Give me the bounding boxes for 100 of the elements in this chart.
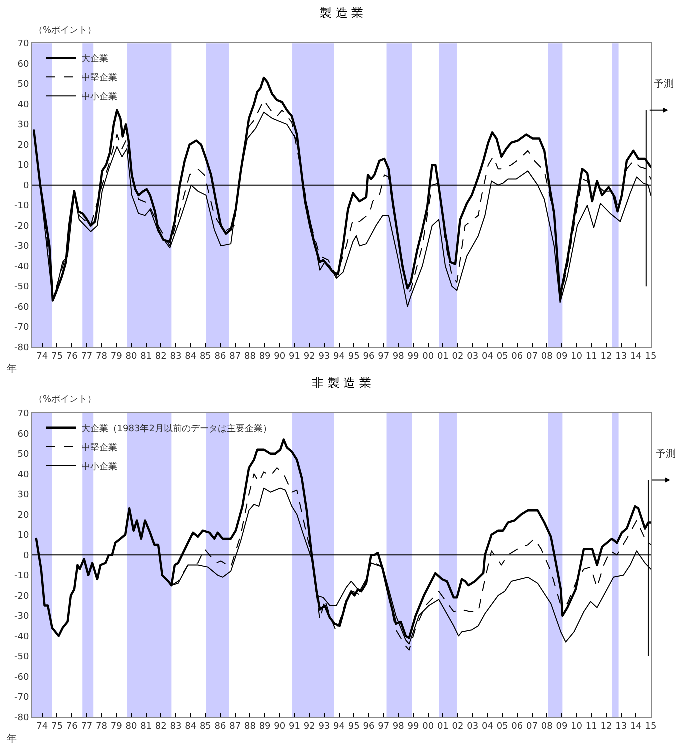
- x-tick-label: 04: [482, 722, 494, 732]
- x-tick-label: 98: [392, 352, 405, 362]
- x-tick-label: 94: [334, 352, 346, 362]
- x-tick-label: 85: [200, 722, 212, 732]
- x-tick-label: 83: [170, 352, 182, 362]
- legend-label: 中小企業: [81, 92, 118, 103]
- x-tick-label: 10: [571, 352, 583, 362]
- x-tick-label: 10: [571, 722, 583, 732]
- legend-label: 中堅企業: [81, 442, 118, 454]
- x-tick-label: 03: [467, 722, 479, 732]
- y-tick-label: 20: [18, 510, 30, 521]
- y-tick-label: 40: [18, 470, 30, 480]
- x-tick-label: 91: [289, 352, 300, 362]
- x-tick-label: 97: [378, 722, 390, 732]
- x-tick-label: 00: [422, 352, 434, 362]
- x-tick-label: 06: [512, 352, 524, 362]
- y-tick-label: 60: [18, 60, 30, 70]
- x-tick-label: 76: [66, 722, 78, 732]
- x-tick-label: 14: [630, 722, 642, 732]
- y-tick-label: -50: [14, 652, 30, 663]
- y-tick-label: -60: [14, 302, 30, 313]
- x-tick-label: 84: [185, 722, 197, 732]
- x-tick-label: 80: [126, 352, 138, 362]
- y-tick-label: -10: [14, 202, 30, 212]
- x-tick-label: 09: [556, 722, 568, 732]
- y-tick-label: -20: [14, 592, 30, 602]
- x-tick-label: 08: [541, 722, 554, 732]
- x-tick-label: 07: [526, 352, 538, 362]
- y-tick-label: -70: [14, 323, 30, 334]
- y-tick-label: 0: [23, 551, 30, 562]
- y-tick-label: 70: [18, 410, 30, 420]
- x-tick-label: 02: [452, 352, 464, 362]
- x-tick-label: 97: [378, 352, 390, 362]
- x-tick-label: 01: [437, 352, 449, 362]
- x-tick-label: 88: [244, 722, 256, 732]
- x-tick-label: 07: [526, 722, 538, 732]
- x-tick-label: 77: [81, 352, 93, 362]
- x-tick-label: 74: [36, 722, 48, 732]
- x-tick-label: 02: [452, 722, 464, 732]
- chart-title: 製 造 業: [320, 6, 364, 20]
- y-tick-label: -40: [14, 262, 30, 272]
- x-axis-title: 年: [7, 363, 17, 375]
- y-tick-label: -30: [14, 242, 30, 252]
- y-tick-label: 60: [18, 430, 30, 440]
- x-tick-label: 90: [274, 352, 286, 362]
- x-tick-label: 13: [616, 352, 628, 362]
- x-tick-label: 13: [616, 722, 628, 732]
- x-tick-label: 01: [437, 722, 449, 732]
- y-tick-label: -50: [14, 282, 30, 293]
- x-tick-label: 79: [110, 352, 123, 362]
- x-tick-label: 89: [259, 352, 272, 362]
- x-tick-label: 98: [392, 722, 405, 732]
- chart-title: 非 製 造 業: [312, 376, 372, 390]
- x-tick-label: 88: [244, 352, 256, 362]
- x-tick-label: 99: [408, 352, 420, 362]
- y-tick-label: 10: [18, 531, 30, 542]
- x-tick-label: 82: [155, 722, 167, 732]
- x-tick-label: 92: [304, 722, 316, 732]
- x-tick-label: 75: [52, 352, 63, 362]
- x-tick-label: 04: [482, 352, 494, 362]
- x-tick-label: 81: [140, 352, 152, 362]
- x-tick-label: 93: [318, 352, 330, 362]
- y-axis-title: （%ポイント）: [34, 26, 97, 36]
- x-tick-label: 87: [230, 352, 242, 362]
- x-tick-label: 74: [36, 352, 48, 362]
- y-tick-label: 30: [18, 120, 30, 131]
- ref-line-label: 予測: [656, 448, 676, 460]
- legend-label: 大企業: [81, 54, 108, 65]
- x-tick-label: 15: [645, 352, 657, 362]
- x-tick-label: 95: [348, 722, 360, 732]
- x-tick-label: 81: [140, 722, 152, 732]
- ref-line-label: 予測: [654, 78, 674, 90]
- y-tick-label: 10: [18, 161, 30, 172]
- x-tick-label: 06: [512, 722, 524, 732]
- y-tick-label: -40: [14, 632, 30, 642]
- x-tick-label: 89: [259, 722, 272, 732]
- x-tick-label: 87: [230, 722, 242, 732]
- y-tick-label: -30: [14, 612, 30, 622]
- x-tick-label: 14: [630, 352, 642, 362]
- y-tick-label: 50: [18, 450, 30, 460]
- y-tick-label: 50: [18, 80, 30, 90]
- x-tick-label: 82: [155, 352, 167, 362]
- x-tick-label: 15: [645, 722, 657, 732]
- y-tick-label: -80: [14, 343, 30, 354]
- x-tick-label: 11: [586, 352, 598, 362]
- y-tick-label: -10: [14, 572, 30, 582]
- x-tick-label: 93: [318, 722, 330, 732]
- x-tick-label: 90: [274, 722, 286, 732]
- x-tick-label: 76: [66, 352, 78, 362]
- x-tick-label: 78: [96, 352, 108, 362]
- x-tick-label: 96: [363, 352, 375, 362]
- x-tick-label: 92: [304, 352, 316, 362]
- x-tick-label: 12: [600, 352, 612, 362]
- x-tick-label: 03: [467, 352, 479, 362]
- x-tick-label: 77: [81, 722, 93, 732]
- x-tick-label: 05: [496, 722, 508, 732]
- legend-label: 大企業（1983年2月以前のデータは主要企業）: [81, 423, 272, 434]
- x-tick-label: 80: [126, 722, 138, 732]
- x-tick-label: 05: [496, 352, 508, 362]
- x-tick-label: 84: [185, 352, 197, 362]
